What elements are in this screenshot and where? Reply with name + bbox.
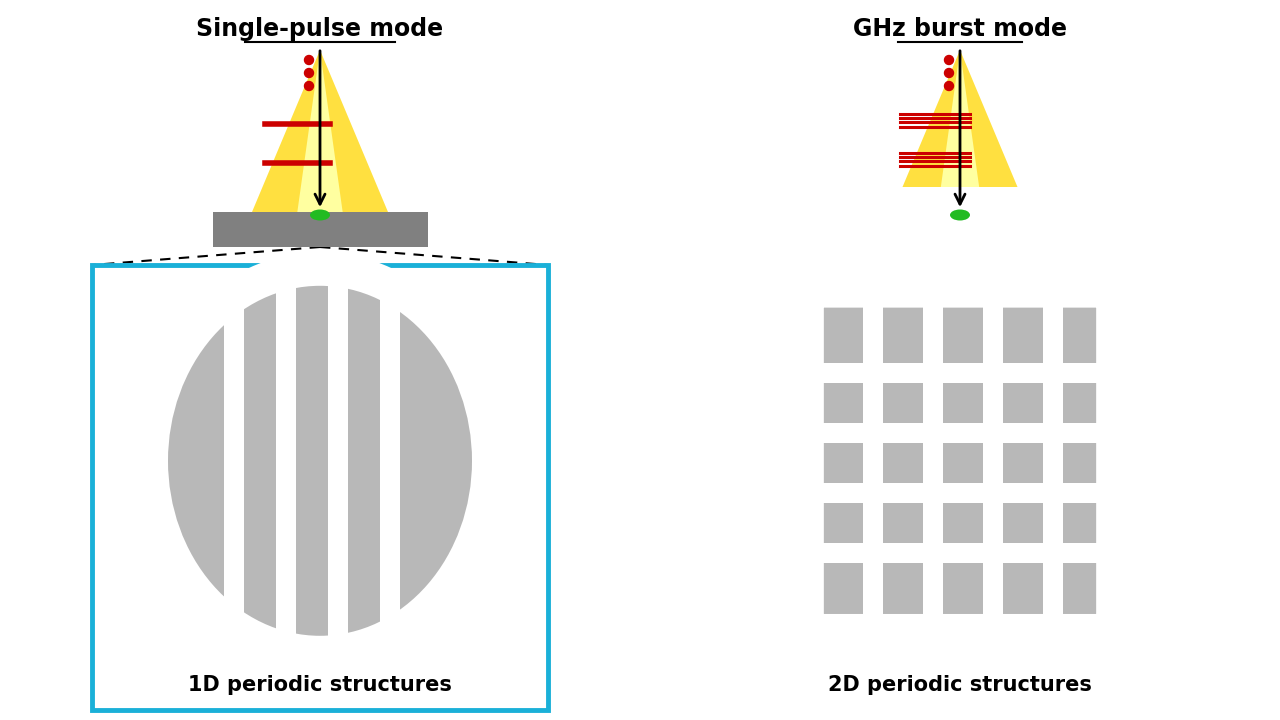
Ellipse shape bbox=[168, 286, 472, 636]
Bar bbox=[983, 269, 1004, 653]
Polygon shape bbox=[892, 50, 1028, 212]
Bar bbox=[785, 543, 1135, 563]
Bar bbox=[785, 363, 1135, 383]
Bar bbox=[380, 281, 399, 641]
Bar bbox=[1117, 279, 1197, 643]
Text: 1D periodic structures: 1D periodic structures bbox=[188, 675, 452, 695]
Bar bbox=[212, 212, 428, 247]
Circle shape bbox=[945, 81, 954, 91]
Text: GHz burst mode: GHz burst mode bbox=[852, 17, 1068, 41]
Bar bbox=[276, 281, 296, 641]
Bar bbox=[1043, 269, 1062, 653]
Circle shape bbox=[305, 55, 314, 65]
Ellipse shape bbox=[950, 210, 970, 220]
Bar bbox=[723, 279, 803, 643]
Bar bbox=[92, 265, 548, 710]
Polygon shape bbox=[252, 50, 388, 212]
Bar bbox=[723, 623, 1197, 720]
Bar bbox=[785, 483, 1135, 503]
Bar bbox=[732, 265, 1188, 710]
Bar bbox=[723, 186, 1197, 287]
Text: Single-pulse mode: Single-pulse mode bbox=[196, 17, 444, 41]
Circle shape bbox=[945, 68, 954, 78]
Polygon shape bbox=[297, 50, 343, 212]
Bar bbox=[785, 423, 1135, 443]
Ellipse shape bbox=[310, 210, 330, 220]
Bar bbox=[863, 269, 883, 653]
Circle shape bbox=[305, 68, 314, 78]
Polygon shape bbox=[937, 50, 983, 212]
Circle shape bbox=[945, 55, 954, 65]
Bar bbox=[328, 281, 348, 641]
Bar bbox=[923, 269, 943, 653]
Text: 2D periodic structures: 2D periodic structures bbox=[828, 675, 1092, 695]
Bar bbox=[852, 212, 1068, 247]
FancyBboxPatch shape bbox=[803, 287, 1117, 635]
Bar bbox=[224, 281, 244, 641]
Circle shape bbox=[305, 81, 314, 91]
